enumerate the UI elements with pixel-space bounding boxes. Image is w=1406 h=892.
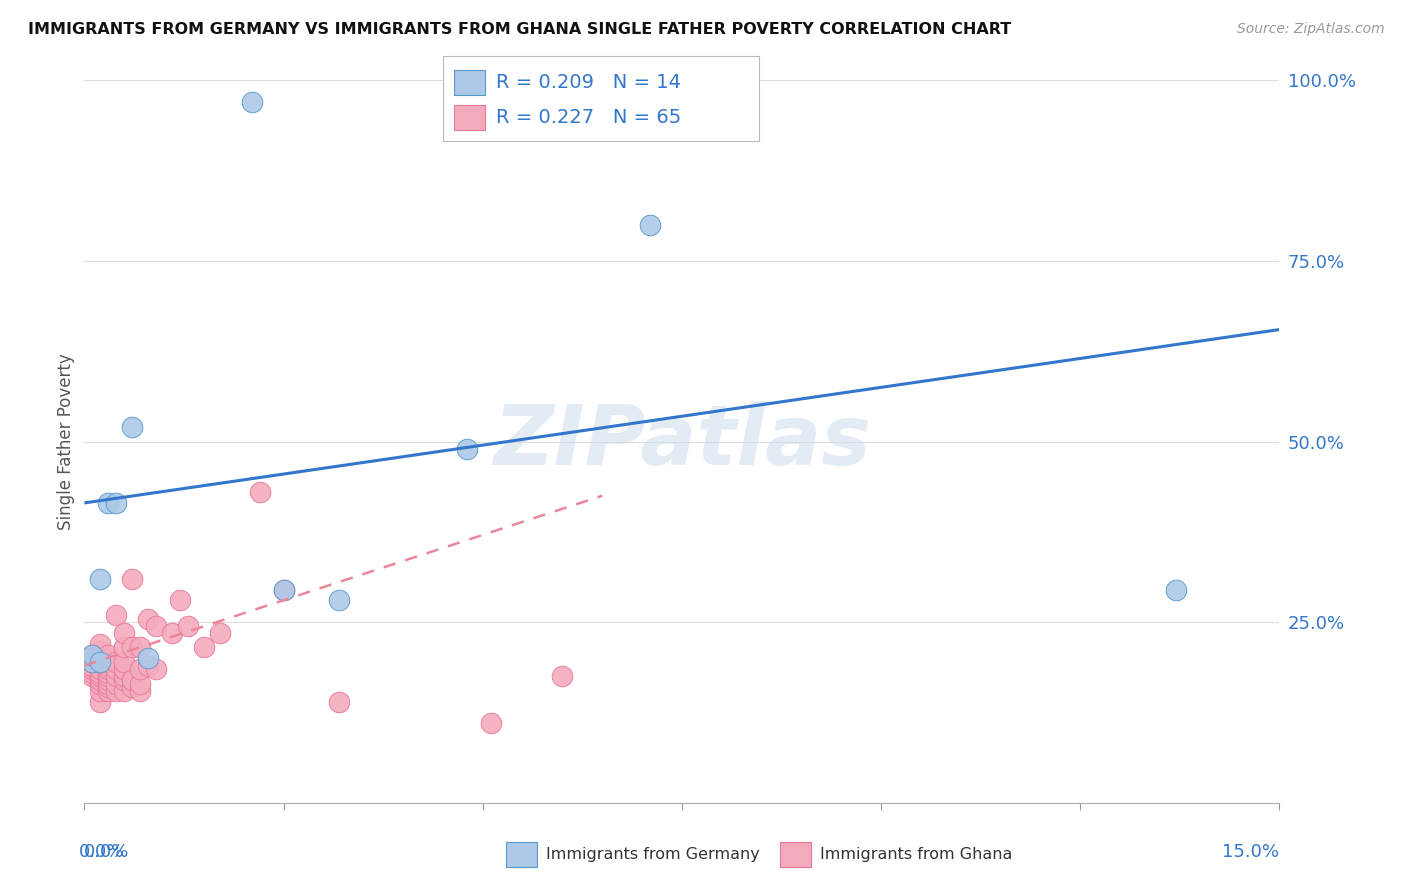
Point [89, 648, 111, 662]
Point [97, 676, 120, 690]
Point [89, 655, 111, 669]
Point [105, 669, 128, 683]
Point [129, 676, 152, 690]
Point [89, 651, 111, 665]
Point [638, 218, 661, 232]
Point [121, 673, 143, 687]
Point [97, 665, 120, 680]
Point [97, 655, 120, 669]
Point [89, 673, 111, 687]
Point [82, 669, 104, 683]
Point [97, 648, 120, 662]
Point [177, 619, 200, 633]
Text: Immigrants from Germany: Immigrants from Germany [546, 847, 759, 862]
Point [89, 676, 111, 690]
Text: 0.0%: 0.0% [79, 843, 124, 861]
Point [89, 644, 111, 658]
Point [89, 655, 111, 669]
Point [129, 683, 152, 698]
Point [169, 593, 191, 607]
Point [82, 648, 104, 662]
Text: ZIPatlas: ZIPatlas [494, 401, 870, 482]
Point [82, 655, 104, 669]
Point [112, 669, 135, 683]
Point [82, 658, 104, 673]
Point [145, 619, 167, 633]
Point [97, 651, 120, 665]
Point [97, 662, 120, 676]
Point [551, 669, 574, 683]
Point [1164, 582, 1187, 597]
Point [89, 695, 111, 709]
Point [136, 611, 159, 625]
Point [105, 655, 128, 669]
Point [208, 626, 231, 640]
Text: 15.0%: 15.0% [1222, 843, 1279, 861]
Point [89, 665, 111, 680]
Point [105, 683, 128, 698]
Point [479, 716, 502, 731]
Point [456, 442, 478, 456]
Point [273, 582, 295, 597]
Point [105, 607, 128, 622]
Text: R = 0.227   N = 65: R = 0.227 N = 65 [496, 108, 682, 128]
Point [97, 496, 120, 510]
Point [193, 640, 215, 655]
Point [160, 626, 183, 640]
Point [249, 485, 271, 500]
Point [97, 673, 120, 687]
Point [136, 658, 159, 673]
Point [136, 651, 159, 665]
Point [145, 662, 167, 676]
Point [82, 662, 104, 676]
Point [82, 648, 104, 662]
Point [328, 593, 350, 607]
Point [328, 695, 350, 709]
Point [240, 95, 263, 109]
Point [82, 665, 104, 680]
Point [82, 655, 104, 669]
Point [97, 658, 120, 673]
Point [112, 673, 135, 687]
Point [89, 662, 111, 676]
Point [89, 683, 111, 698]
Point [112, 683, 135, 698]
Point [89, 669, 111, 683]
Point [105, 662, 128, 676]
Point [82, 651, 104, 665]
Point [112, 640, 135, 655]
Point [273, 582, 295, 597]
Point [112, 626, 135, 640]
Point [105, 676, 128, 690]
Text: 0.0%: 0.0% [84, 843, 129, 861]
Point [129, 662, 152, 676]
Point [105, 496, 128, 510]
Point [121, 420, 143, 434]
Point [112, 655, 135, 669]
Text: Immigrants from Ghana: Immigrants from Ghana [820, 847, 1012, 862]
Point [112, 662, 135, 676]
Point [121, 572, 143, 586]
Point [129, 640, 152, 655]
Point [97, 680, 120, 694]
Point [89, 572, 111, 586]
Point [121, 640, 143, 655]
Point [121, 680, 143, 694]
Point [89, 637, 111, 651]
Text: IMMIGRANTS FROM GERMANY VS IMMIGRANTS FROM GHANA SINGLE FATHER POVERTY CORRELATI: IMMIGRANTS FROM GERMANY VS IMMIGRANTS FR… [28, 22, 1011, 37]
Point [97, 669, 120, 683]
Y-axis label: Single Father Poverty: Single Father Poverty [56, 353, 75, 530]
Text: Source: ZipAtlas.com: Source: ZipAtlas.com [1237, 22, 1385, 37]
Point [97, 683, 120, 698]
Text: R = 0.209   N = 14: R = 0.209 N = 14 [496, 72, 682, 92]
